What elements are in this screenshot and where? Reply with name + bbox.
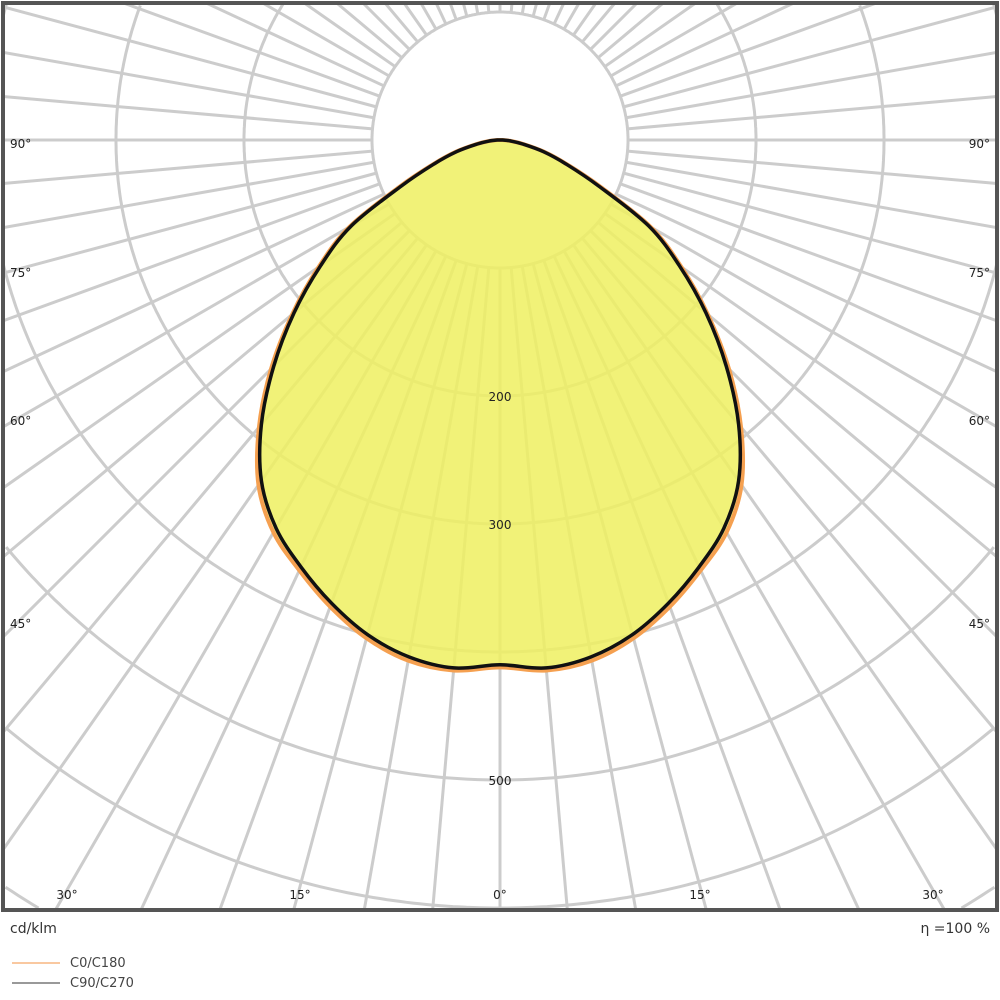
grid-spoke xyxy=(581,3,617,43)
grid-spoke xyxy=(3,5,377,109)
grid-spoke xyxy=(531,3,539,17)
legend-swatch-c0 xyxy=(12,962,60,964)
efficiency-label: η =100 % xyxy=(920,921,990,937)
angle-label-bottom: 15° xyxy=(289,888,310,902)
grid-spoke xyxy=(3,149,373,185)
angle-label-bottom: 15° xyxy=(689,888,710,902)
distribution-fill xyxy=(256,140,744,671)
unit-label: cd/klm xyxy=(10,921,57,937)
grid-spoke xyxy=(383,3,419,43)
angle-label-right: 60° xyxy=(969,414,990,428)
angle-label-left: 60° xyxy=(10,414,31,428)
grid-spoke xyxy=(597,3,665,59)
grid-spoke xyxy=(3,182,381,323)
grid-spoke xyxy=(461,3,469,17)
angle-label-right: 45° xyxy=(969,617,990,631)
grid-spoke xyxy=(619,182,997,323)
grid-spoke xyxy=(610,3,739,78)
angle-label-left: 75° xyxy=(10,266,31,280)
grid-spoke xyxy=(3,171,377,275)
grid-ring-700 xyxy=(4,885,996,910)
angle-label-right: 90° xyxy=(969,137,990,151)
angle-label-bottom: 30° xyxy=(922,888,943,902)
radial-tick-label-500: 500 xyxy=(489,774,512,788)
grid-spoke xyxy=(615,192,997,374)
plot-frame xyxy=(1,1,999,912)
angle-label-bottom: 30° xyxy=(56,888,77,902)
angle-label-right: 75° xyxy=(969,266,990,280)
grid-spoke xyxy=(623,5,997,109)
radial-tick-label-300: 300 xyxy=(489,518,512,532)
grid-spoke xyxy=(3,95,373,131)
curves xyxy=(254,138,746,673)
grid-spoke xyxy=(627,149,997,185)
angle-label-bottom: 0° xyxy=(493,888,507,902)
grid-spoke xyxy=(361,3,411,51)
grid-spoke xyxy=(123,3,381,98)
grid-spoke xyxy=(623,171,997,275)
grid-spoke xyxy=(402,3,428,37)
grid-spoke xyxy=(3,50,375,120)
grid-spoke xyxy=(3,192,385,374)
grid-spoke xyxy=(589,3,639,51)
grid-spoke xyxy=(542,3,552,21)
grid-spoke xyxy=(610,202,997,429)
grid-spoke xyxy=(627,95,997,131)
grid-spoke xyxy=(335,3,403,59)
grid-spoke xyxy=(619,3,877,98)
grid-spoke xyxy=(552,3,566,25)
grid-spoke xyxy=(205,3,385,88)
grid-spoke xyxy=(625,160,997,230)
radial-tick-label-200: 200 xyxy=(489,390,512,404)
angle-label-left: 45° xyxy=(10,617,31,631)
grid-spoke xyxy=(261,3,390,78)
grid-spoke xyxy=(603,3,697,68)
grid-spoke xyxy=(3,160,375,230)
legend-label-c0: C0/C180 xyxy=(70,956,126,971)
grid-ring-500 xyxy=(5,546,995,782)
angle-label-left: 90° xyxy=(10,137,31,151)
legend-label-c90: C90/C270 xyxy=(70,976,134,991)
grid-spoke xyxy=(303,3,397,68)
legend-swatch-c90 xyxy=(12,982,60,984)
grid-spoke xyxy=(3,202,390,429)
grid-spoke xyxy=(572,3,598,37)
grid-spoke xyxy=(434,3,448,25)
grid-spoke xyxy=(625,50,997,120)
grid-spoke xyxy=(562,3,581,30)
labels: 200 300 500 90° 90° 75° 75° 60° 60° 45° 45° 30° 15° 0… xyxy=(10,137,990,902)
grid-spoke xyxy=(615,3,795,88)
grid-spoke xyxy=(419,3,438,30)
curve-c90-c270 xyxy=(257,138,743,670)
grid-spoke xyxy=(448,3,458,21)
